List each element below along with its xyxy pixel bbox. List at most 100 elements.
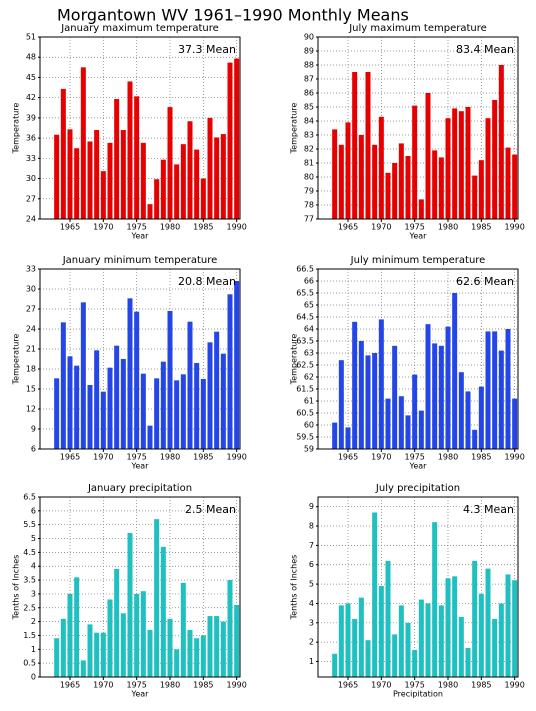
bar [372,353,378,449]
x-axis-label: Year [409,462,428,471]
y-tick-label: 83 [304,131,314,140]
y-axis-label: Temperature [290,103,299,155]
bar [127,533,133,677]
y-tick-label: 1 [309,657,314,666]
bar [472,175,478,219]
bar [227,62,233,220]
bar [485,568,491,677]
y-tick-label: 81 [304,159,314,168]
y-tick-label: 45 [26,73,36,82]
y-tick-label: 6.5 [23,493,36,502]
x-tick-label: 1980 [160,681,180,690]
bar [174,380,180,449]
bar [67,356,73,449]
x-tick-label: 1980 [438,223,458,232]
y-axis-label: Temperature [12,334,21,386]
bar [54,638,60,677]
x-tick-label: 1975 [126,681,146,690]
bar [332,422,338,449]
bar [398,143,404,219]
bar [512,580,518,677]
y-tick-label: 6 [31,445,36,454]
bar [234,281,240,449]
bar [365,355,371,449]
x-tick-label: 1985 [471,223,491,232]
bar [54,378,60,449]
bar [338,605,344,677]
bar [214,331,220,449]
x-tick-label: 1975 [126,453,146,462]
bar [345,122,351,219]
bar [107,142,113,219]
bar [405,156,411,219]
bar [498,65,504,219]
bar [100,171,106,219]
annotation: 20.8 Mean [178,275,236,288]
y-tick-label: 27 [26,194,36,203]
bar [134,96,140,219]
bar [392,345,398,449]
bar [445,118,451,219]
bar [438,605,444,677]
bar [187,321,193,449]
bar [80,67,86,219]
x-tick-label: 1975 [404,223,424,232]
y-tick-label: 3.5 [23,576,36,585]
x-tick-label: 1990 [226,681,246,690]
annotation: 2.5 Mean [185,503,236,516]
bar [200,178,206,219]
chart-title: July maximum temperature [348,23,487,34]
bar [67,129,73,219]
chart-title: January precipitation [87,483,192,494]
bar [167,107,173,219]
bar [372,144,378,219]
y-axis-label: Temperature [12,103,21,155]
bar [392,634,398,677]
y-tick-label: 59 [304,445,314,454]
x-axis-label: Precipitation [393,690,443,699]
bar [352,618,358,677]
bar [100,391,106,449]
y-tick-label: 51 [26,33,36,42]
plot-frame [39,496,241,678]
bar [492,618,498,677]
bar [180,582,186,677]
bar [134,593,140,677]
y-tick-label: 1.5 [23,631,36,640]
bar [438,345,444,449]
bar [234,58,240,219]
y-tick-label: 59.5 [296,433,314,442]
chart-title: July minimum temperature [350,255,486,266]
bar [167,311,173,449]
y-tick-label: 2.5 [23,603,36,612]
bar [418,199,424,219]
chart-title: July precipitation [375,483,460,494]
y-tick-label: 48 [26,53,36,62]
bar [214,137,220,219]
plot-frame [317,268,519,450]
bar [207,616,213,677]
bar [147,204,153,219]
x-tick-label: 1970 [371,223,391,232]
y-tick-label: 3 [31,589,36,598]
bar [220,134,226,219]
bar [358,597,364,677]
bar [114,345,120,449]
bar [60,618,66,677]
y-tick-label: 30 [26,285,36,294]
y-tick-label: 30 [26,174,36,183]
bar [512,398,518,449]
y-tick-label: 33 [26,265,36,274]
x-tick-label: 1980 [438,681,458,690]
bar [74,577,80,677]
plot-frame [39,268,241,450]
bar [365,72,371,219]
plot-frame [317,36,519,220]
bar [452,293,458,449]
bar [452,576,458,677]
bar [180,374,186,449]
bar [505,329,511,449]
bar [385,560,391,677]
bar [94,350,100,449]
